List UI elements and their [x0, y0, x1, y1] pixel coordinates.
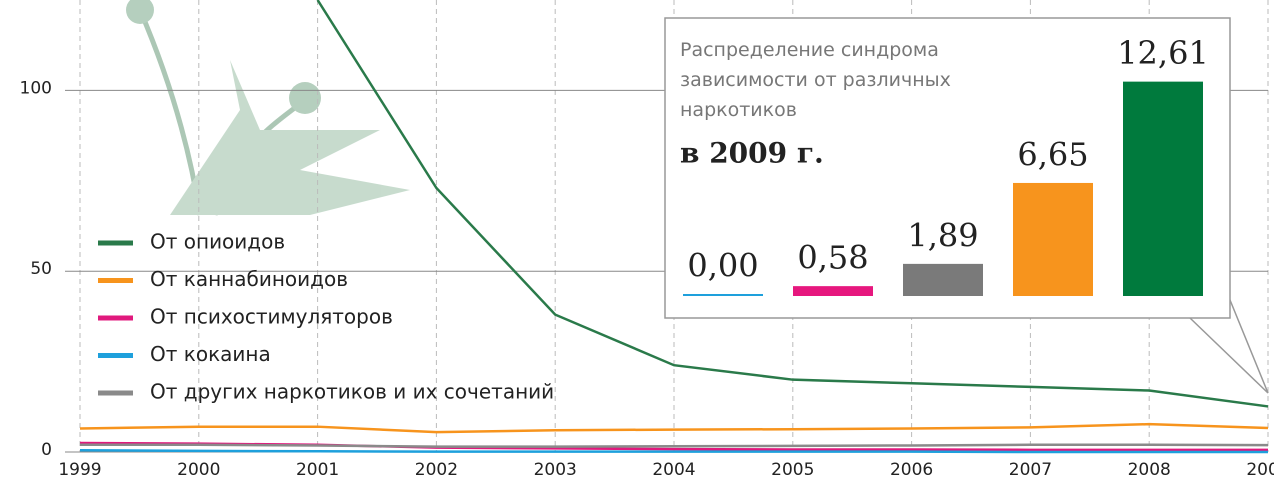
bar-value-label: 6,65	[1017, 135, 1088, 173]
x-tick-label: 1999	[58, 460, 101, 480]
bar-value-label: 1,89	[907, 216, 978, 254]
x-tick-label: 2007	[1009, 460, 1052, 480]
x-tick-label: 2005	[771, 460, 814, 480]
bar	[1123, 81, 1203, 296]
y-tick-label: 50	[30, 259, 52, 279]
bar-value-label: 12,61	[1117, 34, 1209, 72]
poppy-illustration	[126, 0, 410, 216]
legend-label: От психостимуляторов	[150, 305, 393, 329]
x-tick-label: 2009	[1246, 460, 1274, 480]
x-tick-label: 2000	[177, 460, 220, 480]
bar-value-label: 0,58	[797, 239, 868, 277]
legend-label: От опиоидов	[150, 230, 285, 254]
series-line	[79, 422, 1269, 434]
series-line	[79, 448, 1268, 454]
bar-value-label: 0,00	[687, 247, 758, 285]
x-tick-label: 2001	[296, 460, 339, 480]
x-tick-label: 2003	[534, 460, 577, 480]
bar	[793, 286, 873, 296]
legend-label: От других наркотиков и их сочетаний	[150, 380, 554, 404]
x-tick-label: 2006	[890, 460, 933, 480]
bar	[1013, 182, 1093, 296]
bar	[903, 263, 983, 296]
y-tick-label: 0	[41, 440, 52, 460]
series-line	[80, 443, 1269, 448]
series-line	[316, 0, 1269, 408]
legend-label: От каннабиноидов	[150, 267, 348, 291]
bar	[683, 294, 763, 296]
x-tick-label: 2004	[652, 460, 695, 480]
y-tick-label: 100	[20, 78, 52, 98]
legend-label: От кокаина	[150, 342, 271, 366]
inset-title: Распределение синдрома зависимости от раз…	[680, 39, 951, 121]
x-tick-label: 2002	[415, 460, 458, 480]
x-tick-label: 2008	[1128, 460, 1171, 480]
inset-subtitle: в 2009 г.	[680, 137, 824, 170]
